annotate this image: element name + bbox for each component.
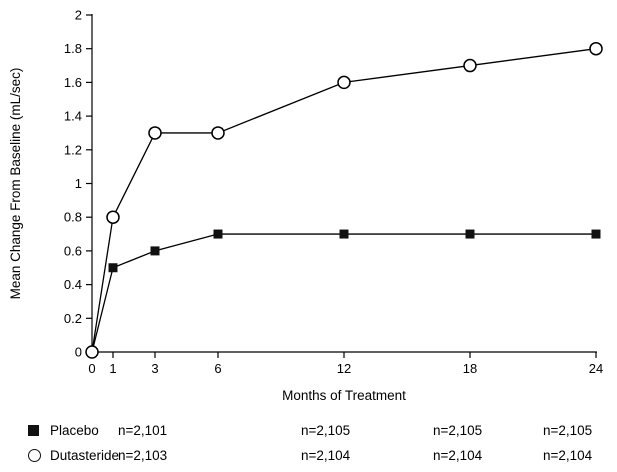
y-tick-label: 1 — [75, 176, 82, 191]
y-tick-label: 1.8 — [64, 41, 82, 56]
x-tick-label: 12 — [337, 361, 351, 376]
x-tick-label: 3 — [151, 361, 158, 376]
x-tick-label: 1 — [109, 361, 116, 376]
series-line-dutasteride — [91, 48, 597, 353]
data-point-dutasteride — [589, 41, 603, 56]
y-tick-label: 0.8 — [64, 210, 82, 225]
y-axis-title: Mean Change From Baseline (mL/sec) — [8, 68, 23, 300]
y-tick-label: 0.2 — [64, 311, 82, 326]
dutasteride-circle-icon — [28, 449, 41, 462]
y-tick-label: 0.4 — [64, 277, 82, 292]
series-line-placebo — [91, 233, 596, 353]
y-tick-label: 1.2 — [64, 142, 82, 157]
x-tick-label: 24 — [589, 361, 603, 376]
dutasteride-sample-size: n=2,103 — [118, 448, 168, 463]
placebo-sample-size: n=2,105 — [301, 423, 351, 438]
data-point-dutasteride — [106, 210, 120, 224]
data-point-placebo — [465, 229, 475, 239]
data-point-placebo — [591, 229, 601, 239]
data-point-placebo — [339, 229, 349, 239]
y-tick-label: 1.6 — [64, 75, 82, 90]
line-chart: 00.20.40.60.811.21.41.61.820 1 3 6 12 18 24Mon… — [8, 8, 603, 404]
chart-legend: Placebo n=2,101 n=2,105 n=2,105 n=2,105 … — [0, 419, 617, 469]
placebo-sample-size: n=2,105 — [543, 423, 593, 438]
data-point-placebo — [108, 263, 118, 273]
legend-label-placebo: Placebo — [50, 423, 99, 438]
x-tick-label: 0 — [88, 361, 95, 376]
data-point-dutasteride — [85, 345, 99, 359]
dutasteride-sample-size: n=2,104 — [301, 448, 351, 463]
data-point-dutasteride — [337, 75, 351, 90]
dutasteride-sample-size: n=2,104 — [433, 448, 483, 463]
placebo-sample-size: n=2,101 — [118, 423, 168, 438]
legend-label-dutasteride: Dutasteride — [50, 448, 120, 463]
y-tick-label: 0.6 — [64, 243, 82, 258]
placebo-sample-size: n=2,105 — [433, 423, 483, 438]
x-tick-label: 18 — [463, 361, 477, 376]
data-point-dutasteride — [211, 126, 225, 140]
x-axis-title: Months of Treatment — [282, 388, 406, 403]
placebo-square-icon — [28, 425, 39, 436]
legend-row-dutasteride: Dutasteride n=2,103 n=2,104 n=2,104 n=2,… — [0, 444, 617, 469]
x-tick-label: 6 — [214, 361, 221, 376]
data-point-placebo — [213, 229, 223, 239]
data-point-dutasteride — [148, 126, 162, 140]
dutasteride-sample-size: n=2,104 — [543, 448, 593, 463]
legend-row-placebo: Placebo n=2,101 n=2,105 n=2,105 n=2,105 — [0, 419, 617, 444]
y-tick-label: 2 — [75, 8, 82, 23]
data-point-dutasteride — [463, 58, 477, 73]
y-tick-label: 1.4 — [64, 109, 82, 124]
y-tick-label: 0 — [75, 345, 82, 360]
data-point-placebo — [150, 246, 160, 256]
